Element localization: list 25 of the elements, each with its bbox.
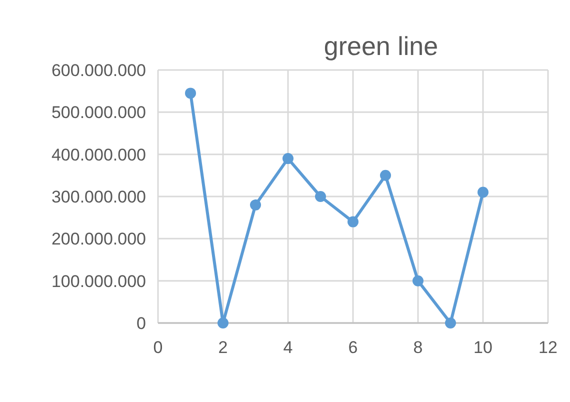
x-tick-label: 12 <box>538 338 558 357</box>
point <box>250 199 261 210</box>
y-tick-label: 500.000.000 <box>51 103 146 122</box>
y-tick-label: 400.000.000 <box>51 145 146 164</box>
y-tick-label: 200.000.000 <box>51 230 146 249</box>
y-tick-label: 0 <box>136 314 146 333</box>
point <box>445 318 456 328</box>
point <box>478 186 488 198</box>
y-tick-label: 300.000.000 <box>51 187 146 206</box>
point <box>185 88 196 99</box>
x-tick-label: 6 <box>348 338 358 357</box>
chart-title: green line <box>324 31 438 61</box>
x-tick-label: 8 <box>413 338 423 357</box>
point <box>315 191 326 202</box>
point <box>218 318 228 328</box>
y-tick-label: 600.000.000 <box>51 60 146 80</box>
point <box>380 170 391 181</box>
x-tick-label: 4 <box>283 338 293 357</box>
y-tick-label: 100.000.000 <box>51 272 146 291</box>
point <box>412 275 424 286</box>
x-tick-label: 10 <box>474 338 492 357</box>
point <box>348 216 358 228</box>
x-tick-label: 0 <box>153 338 163 357</box>
point <box>282 153 294 164</box>
x-tick-label: 2 <box>218 338 228 357</box>
